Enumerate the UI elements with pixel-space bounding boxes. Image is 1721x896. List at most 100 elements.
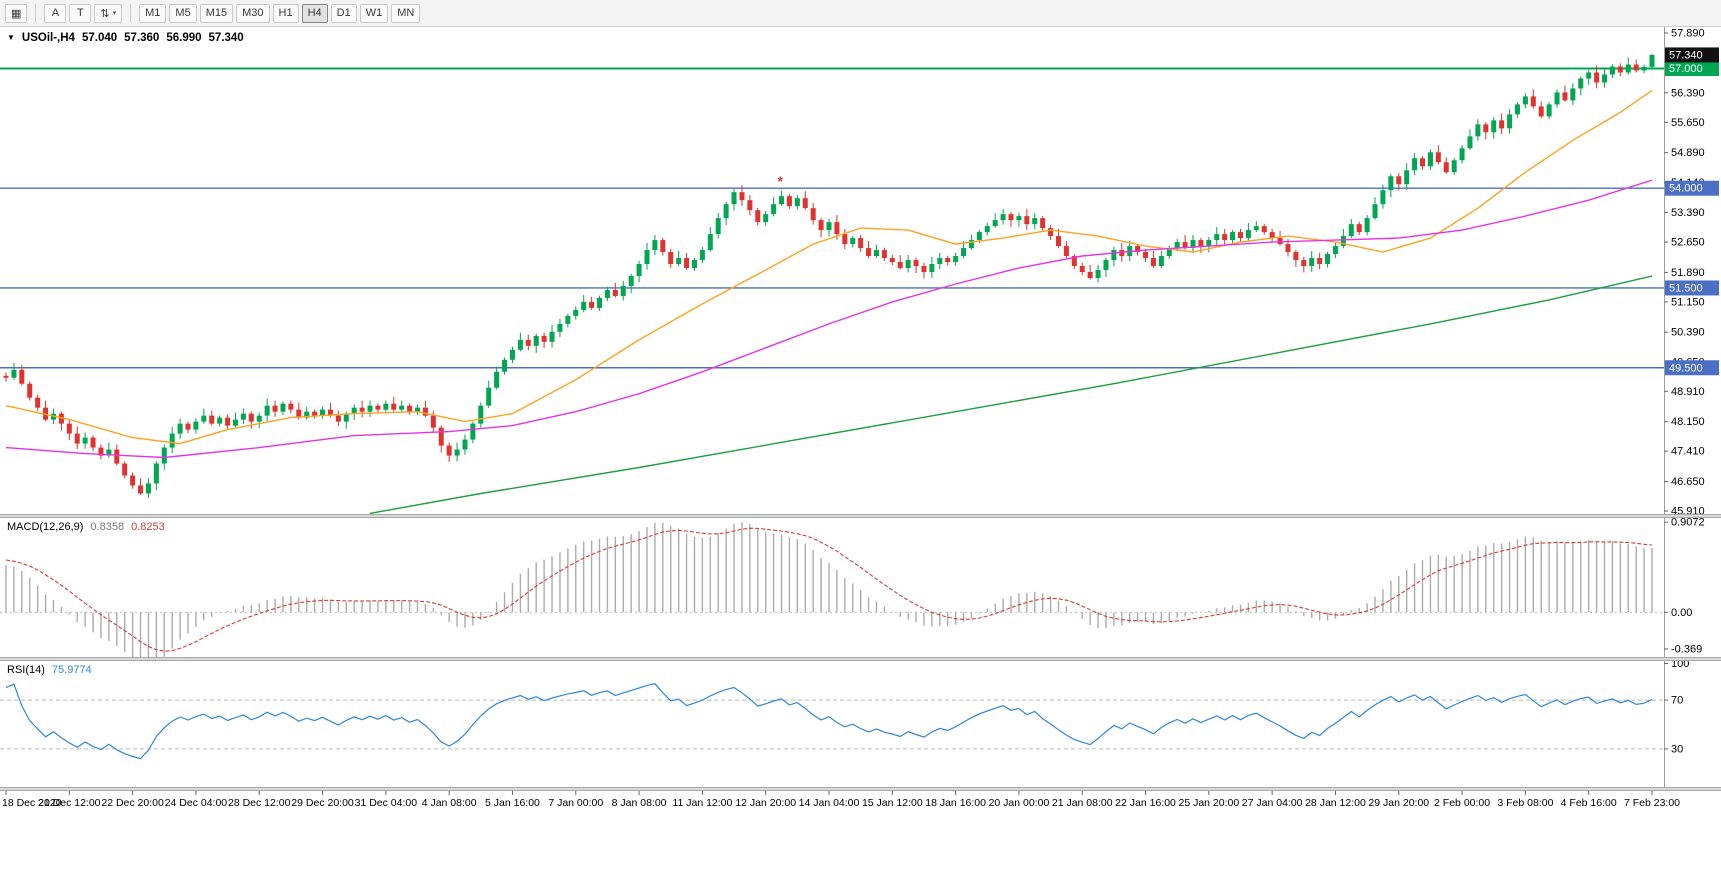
candle [3, 375, 9, 378]
candle [739, 192, 745, 201]
candle [422, 407, 428, 416]
candle [731, 192, 737, 205]
candle [1055, 236, 1061, 247]
candle [1554, 92, 1560, 105]
candle [1222, 234, 1228, 241]
candle [937, 258, 943, 265]
ma-fast-orange-line [5, 89, 1653, 445]
time-tick-label: 22 Dec 20:00 [101, 797, 164, 809]
candle [1230, 232, 1236, 241]
candle [494, 371, 500, 388]
candle [217, 417, 223, 424]
horizontal-level-lines[interactable] [0, 67, 1664, 369]
candle [802, 198, 808, 209]
candle [699, 250, 705, 261]
candle [66, 423, 72, 434]
timeframe-button-w1[interactable]: W1 [359, 3, 389, 23]
panel-separators[interactable] [0, 514, 1721, 791]
ma-mid-magenta-line [5, 179, 1653, 459]
candle [1158, 256, 1164, 267]
timeframe-button-m1[interactable]: M1 [139, 3, 167, 23]
candle [391, 403, 397, 410]
timeframe-button-mn[interactable]: MN [391, 3, 421, 23]
candle [407, 405, 413, 412]
candle [779, 196, 785, 205]
collapse-indicators-icon[interactable]: ▼ [7, 33, 15, 42]
toolbar-separator [35, 4, 37, 22]
candle [327, 409, 333, 416]
macd-header: MACD(12,26,9) 0.8358 0.8253 [7, 521, 165, 533]
candle [1293, 252, 1299, 261]
timeframe-button-m5[interactable]: M5 [169, 3, 197, 23]
time-tick-label: 7 Jan 00:00 [548, 797, 603, 809]
candle [1166, 248, 1172, 257]
candle [644, 250, 650, 265]
annotation-a-button[interactable]: A [44, 3, 67, 23]
candle [897, 262, 903, 269]
candle [509, 349, 515, 360]
rsi-panel[interactable] [0, 683, 1664, 760]
candle [272, 405, 278, 412]
candle [446, 445, 452, 456]
candle [1301, 260, 1307, 267]
candle [1032, 218, 1038, 225]
candle [312, 411, 318, 416]
star-annotation: * [778, 173, 784, 189]
candle [106, 449, 112, 456]
candle [1609, 66, 1615, 75]
rsi-line [5, 683, 1653, 760]
price-tick-label: 55.650 [1671, 117, 1705, 129]
time-tick-label: 31 Dec 04:00 [355, 797, 418, 809]
candle [668, 252, 674, 265]
macd-signal-line [5, 527, 1653, 652]
text-tool-button[interactable]: T [69, 3, 92, 23]
time-tick-label: 2 Feb 00:00 [1434, 797, 1490, 809]
price-tick-label: 56.390 [1671, 87, 1705, 99]
candle [1364, 218, 1370, 233]
timeframe-button-m15[interactable]: M15 [199, 3, 234, 23]
ohlc-low-value: 56.990 [166, 32, 202, 44]
candle [114, 449, 120, 464]
macd-axis-label: 0.00 [1671, 607, 1692, 619]
price-tick-label: 57.890 [1671, 27, 1705, 39]
candle [1356, 224, 1362, 233]
candle [1530, 96, 1536, 107]
candle [1048, 228, 1054, 237]
candle [1649, 54, 1655, 67]
candle [240, 413, 246, 420]
macd-indicator-label: MACD(12,26,9) [7, 521, 84, 533]
timeframe-button-h4[interactable]: H4 [301, 3, 328, 23]
price-tick-label: 51.890 [1671, 267, 1705, 279]
candle [612, 289, 618, 296]
candle [771, 204, 777, 215]
candle [1483, 124, 1489, 133]
rsi-axis-label: 70 [1671, 695, 1683, 707]
candle [1617, 66, 1623, 73]
candle [976, 232, 982, 241]
timeframe-button-h1[interactable]: H1 [272, 3, 299, 23]
candle [549, 331, 555, 342]
time-tick-label: 21 Dec 12:00 [38, 797, 101, 809]
candle [1332, 246, 1338, 255]
timeframe-button-d1[interactable]: D1 [330, 3, 357, 23]
candle [763, 214, 769, 223]
time-tick-label: 25 Jan 20:00 [1178, 797, 1239, 809]
candle [1206, 240, 1212, 247]
price-axis[interactable]: 57.89056.39055.65054.89054.14053.39052.6… [1664, 27, 1721, 791]
candle [786, 196, 792, 207]
price-tick-label: 50.390 [1671, 327, 1705, 339]
candle [478, 405, 484, 424]
tile-windows-button[interactable]: ▦ [5, 3, 28, 23]
candle [415, 407, 420, 412]
candle [597, 297, 603, 308]
price-tick-label: 51.150 [1671, 296, 1705, 308]
candle [1633, 64, 1639, 71]
scale-mode-button[interactable]: ⇅ ▾ [94, 3, 123, 23]
time-tick-label: 4 Jan 08:00 [422, 797, 477, 809]
timeframe-button-m30[interactable]: M30 [236, 3, 270, 23]
macd-panel[interactable] [0, 522, 1664, 658]
candle [43, 407, 49, 420]
level-price-tag: 49.500 [1669, 362, 1703, 374]
